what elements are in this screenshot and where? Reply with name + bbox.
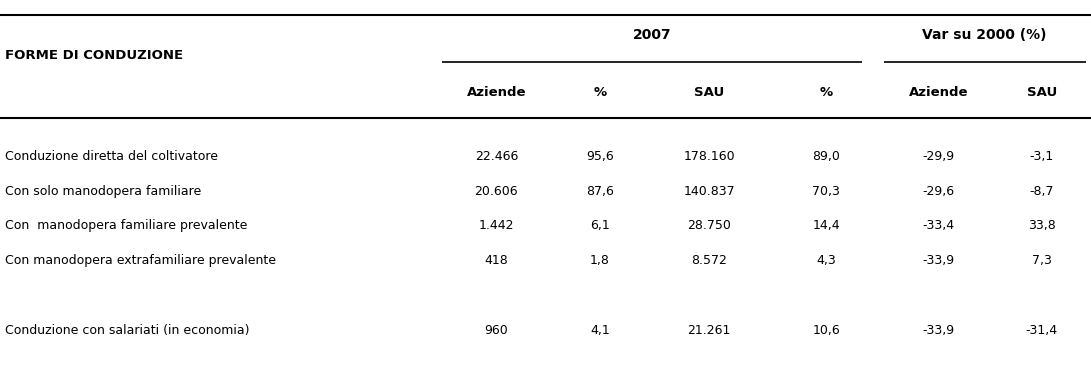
Text: 70,3: 70,3 <box>813 185 840 198</box>
Text: Aziende: Aziende <box>467 86 526 99</box>
Text: FORME DI CONDUZIONE: FORME DI CONDUZIONE <box>5 49 183 63</box>
Text: 6,1: 6,1 <box>590 219 610 232</box>
Text: 960: 960 <box>484 323 508 337</box>
Text: Var su 2000 (%): Var su 2000 (%) <box>922 28 1047 42</box>
Text: 418: 418 <box>484 254 508 267</box>
Text: Con manodopera extrafamiliare prevalente: Con manodopera extrafamiliare prevalente <box>5 254 276 267</box>
Text: 28.750: 28.750 <box>687 219 731 232</box>
Text: 1,8: 1,8 <box>590 254 610 267</box>
Text: 7,3: 7,3 <box>1032 254 1052 267</box>
Text: 2007: 2007 <box>633 28 671 42</box>
Text: 95,6: 95,6 <box>586 150 614 163</box>
Text: 22.466: 22.466 <box>475 150 518 163</box>
Text: -33,9: -33,9 <box>922 323 955 337</box>
Text: Conduzione diretta del coltivatore: Conduzione diretta del coltivatore <box>5 150 218 163</box>
Text: SAU: SAU <box>1027 86 1057 99</box>
Text: -29,6: -29,6 <box>922 185 955 198</box>
Text: %: % <box>594 86 607 99</box>
Text: 20.606: 20.606 <box>475 185 518 198</box>
Text: 1.442: 1.442 <box>479 219 514 232</box>
Text: -33,9: -33,9 <box>922 254 955 267</box>
Text: 87,6: 87,6 <box>586 185 614 198</box>
Text: 21.261: 21.261 <box>687 323 731 337</box>
Text: 4,1: 4,1 <box>590 323 610 337</box>
Text: -3,1: -3,1 <box>1030 150 1054 163</box>
Text: Aziende: Aziende <box>909 86 968 99</box>
Text: 178.160: 178.160 <box>683 150 735 163</box>
Text: 8.572: 8.572 <box>692 254 727 267</box>
Text: 14,4: 14,4 <box>813 219 840 232</box>
Text: 89,0: 89,0 <box>813 150 840 163</box>
Text: Conduzione con salariati (in economia): Conduzione con salariati (in economia) <box>5 323 250 337</box>
Text: 10,6: 10,6 <box>813 323 840 337</box>
Text: 4,3: 4,3 <box>816 254 837 267</box>
Text: 140.837: 140.837 <box>683 185 735 198</box>
Text: -31,4: -31,4 <box>1026 323 1058 337</box>
Text: %: % <box>819 86 834 99</box>
Text: Con solo manodopera familiare: Con solo manodopera familiare <box>5 185 202 198</box>
Text: -29,9: -29,9 <box>922 150 955 163</box>
Text: -33,4: -33,4 <box>922 219 955 232</box>
Text: -8,7: -8,7 <box>1030 185 1054 198</box>
Text: Con  manodopera familiare prevalente: Con manodopera familiare prevalente <box>5 219 248 232</box>
Text: SAU: SAU <box>694 86 724 99</box>
Text: 33,8: 33,8 <box>1028 219 1056 232</box>
